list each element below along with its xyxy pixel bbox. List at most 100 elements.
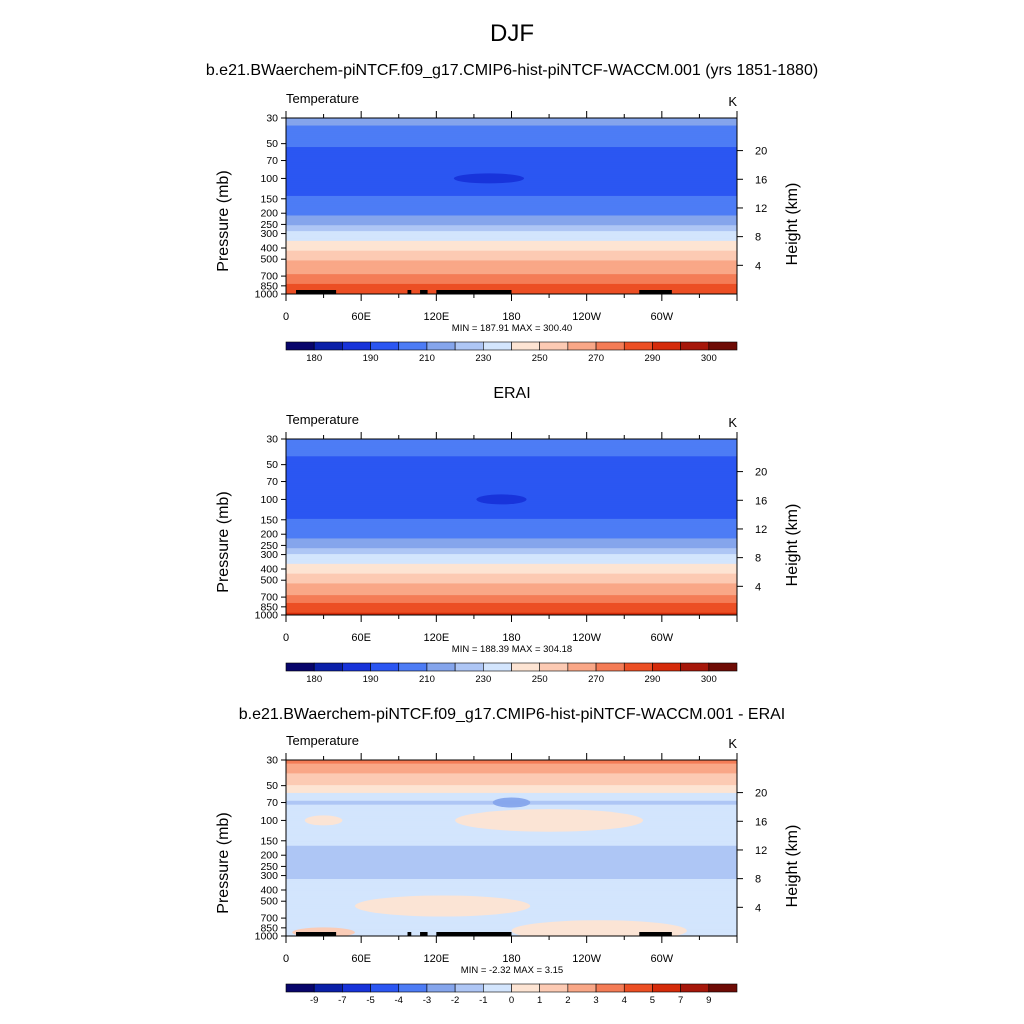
contour-band (286, 595, 737, 598)
contour-band (286, 252, 737, 256)
contour-band (286, 886, 737, 890)
contour-band (286, 119, 737, 123)
y-tick-label: 850 (260, 922, 278, 934)
contour-band (286, 135, 737, 138)
contour-band (286, 579, 737, 583)
contour-band (286, 487, 737, 491)
y-right-tick-label: 20 (755, 788, 767, 800)
x-tick-label: 60E (351, 632, 371, 644)
contour-band (286, 760, 737, 763)
colorbar-swatch (567, 662, 597, 672)
y-tick-label: 200 (260, 850, 278, 862)
contour-band (286, 873, 737, 876)
contour-band (286, 571, 737, 575)
colorbar-label: -2 (451, 995, 459, 1006)
contour-band (286, 779, 737, 782)
contour-band (286, 123, 737, 127)
contour-band (286, 583, 737, 586)
contour-band (286, 602, 737, 606)
y-right-tick-label: 16 (755, 174, 767, 186)
contour-band (286, 143, 737, 146)
contour-band (286, 863, 737, 866)
contour-band (286, 266, 737, 269)
contour-band (286, 440, 737, 444)
contour-band (286, 477, 737, 481)
contour-band (286, 587, 737, 590)
contour-band (286, 565, 737, 569)
y-tick-label: 50 (266, 780, 278, 792)
colorbar-label: -1 (479, 995, 487, 1006)
colorbar-swatch (680, 341, 710, 351)
contour-band (286, 896, 737, 900)
contour-band (286, 505, 737, 508)
contour-band (286, 830, 737, 833)
contour-band (286, 877, 737, 880)
contour-band (286, 890, 737, 894)
contour-band (286, 775, 737, 778)
contour-band (286, 869, 737, 872)
contour-band (286, 217, 737, 220)
contour-band (286, 260, 737, 264)
contour-field (286, 760, 737, 936)
contour-band (286, 612, 737, 615)
contour-band (286, 145, 737, 148)
contour-band (286, 859, 737, 862)
contour-band (286, 794, 737, 798)
contour-band (286, 777, 737, 780)
contour-band (286, 172, 737, 176)
contour-band (286, 569, 737, 573)
contour-band (286, 557, 737, 561)
y-tick-label: 100 (260, 815, 278, 827)
contour-band (286, 141, 737, 144)
x-tick-label: 180 (502, 953, 520, 965)
contour-band (286, 550, 737, 553)
y-tick-label: 400 (260, 243, 278, 255)
contour-field (286, 118, 737, 294)
y-axis-label: Pressure (mb) (215, 491, 232, 592)
contour-band (286, 765, 737, 769)
contour-band (286, 188, 737, 191)
contour-band (286, 439, 737, 442)
contour-band (286, 769, 737, 773)
contour-band (286, 853, 737, 857)
panel-2-title: ERAI (493, 385, 531, 402)
contour-band (286, 912, 737, 915)
contour-band (286, 166, 737, 170)
y-tick-label: 100 (260, 494, 278, 506)
y-tick-label: 250 (260, 540, 278, 552)
contour-band (286, 137, 737, 140)
contour-band (286, 272, 737, 275)
contour-band (286, 223, 737, 226)
contour-band (286, 789, 737, 792)
contour-band (286, 248, 737, 252)
contour-band (286, 835, 737, 839)
contour-band (286, 567, 737, 571)
x-tick-label: 120E (423, 953, 449, 965)
contour-band (286, 489, 737, 493)
contour-band (286, 238, 737, 242)
contour-band (286, 147, 737, 150)
y-right-tick-label: 12 (755, 203, 767, 215)
contour-band (286, 855, 737, 859)
contour-band (286, 235, 737, 238)
contour-band (286, 118, 737, 121)
contour-band (286, 920, 737, 923)
contour-band (286, 808, 737, 812)
contour-band (286, 466, 737, 469)
y-tick-label: 150 (260, 514, 278, 526)
y-tick-label: 50 (266, 459, 278, 471)
contour-band (286, 462, 737, 465)
contour-band (286, 207, 737, 211)
contour-band (286, 197, 737, 201)
contour-band (286, 832, 737, 835)
y-tick-label: 150 (260, 835, 278, 847)
contour-band (286, 182, 737, 185)
y-right-axis-label: Height (km) (784, 504, 801, 587)
colorbar-swatch (708, 983, 738, 993)
contour-band (286, 546, 737, 549)
variable-label: Temperature (286, 91, 359, 106)
y-right-axis-label: Height (km) (784, 825, 801, 908)
x-tick-label: 60E (351, 311, 371, 323)
topography-mask (420, 932, 428, 936)
topography-mask (639, 932, 672, 936)
